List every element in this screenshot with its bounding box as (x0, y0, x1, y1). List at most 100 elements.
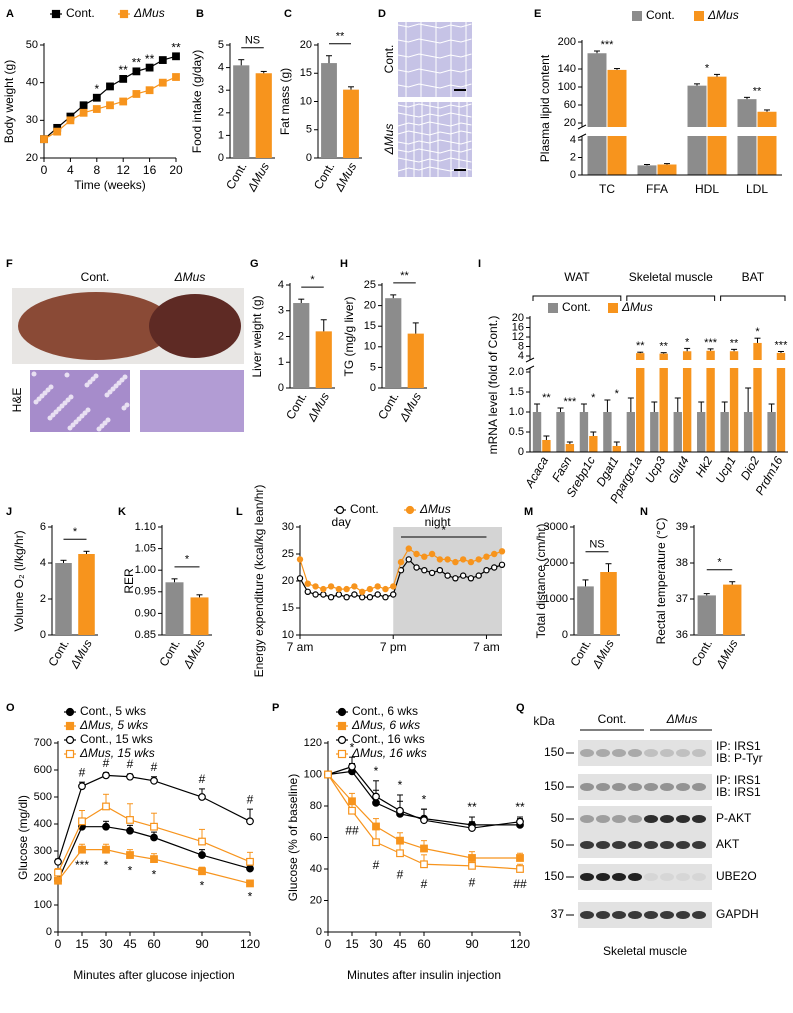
significance-label: *** (601, 39, 615, 51)
panel-letter: I (478, 258, 481, 270)
axis-break (576, 127, 784, 136)
blot-band (676, 873, 690, 881)
marker (382, 585, 389, 593)
legend-label: Cont., 15 wks (80, 732, 153, 746)
y-tick-label: 3 (218, 84, 224, 96)
blot-band (580, 873, 594, 881)
bar (315, 331, 332, 388)
significance-label: ** (636, 340, 645, 352)
bar (612, 446, 621, 452)
he-vacuole (121, 405, 127, 411)
y-axis-title: Rectal temperature (°C) (654, 518, 668, 645)
y-tick-label: 25 (282, 548, 294, 560)
marker (312, 583, 319, 590)
bar (673, 412, 682, 452)
marker (475, 556, 482, 563)
error-bar (320, 319, 327, 332)
bar (737, 99, 757, 175)
x-tick-label: 7 am (473, 640, 500, 654)
marker (92, 93, 101, 102)
y-tick-label: 10 (364, 341, 376, 353)
y-tick-label: 1 (218, 129, 224, 141)
blot-band (660, 783, 674, 791)
he-image (30, 370, 130, 432)
marker (459, 572, 467, 579)
x-tick-label: 7 pm (380, 640, 407, 654)
marker (102, 845, 110, 854)
x-tick-label: HDL (695, 182, 719, 196)
significance-label: * (185, 554, 190, 566)
x-tick-label: Acaca (522, 454, 551, 491)
blot-band (628, 815, 642, 823)
y-tick-label: 80 (310, 800, 322, 812)
y-tick-label: 39 (676, 521, 688, 533)
marker (498, 548, 506, 555)
legend-swatch (632, 11, 642, 21)
bar (650, 412, 659, 452)
bar (743, 412, 753, 452)
row-label: H&E (10, 388, 24, 413)
legend-label: Cont., 16 wks (352, 732, 425, 746)
marker (343, 594, 350, 601)
cell-border (397, 53, 472, 59)
significance-label: * (755, 326, 760, 338)
y-tick-label: 4 (278, 279, 284, 291)
blot-band (644, 841, 658, 849)
marker (358, 588, 366, 596)
y-tick-label: 200 (34, 872, 52, 884)
marker (351, 583, 358, 590)
significance-label: * (152, 868, 157, 882)
error-bar (745, 387, 752, 412)
x-tick-label: ΔMus (331, 160, 359, 194)
error-bar (613, 441, 620, 446)
y-tick-label: 2000 (544, 557, 568, 569)
legend-label: Cont., 5 wks (80, 704, 146, 718)
band-label: UBE2O (716, 869, 757, 883)
y-tick-label: 16 (512, 321, 524, 333)
marker (420, 860, 428, 869)
blot-band (612, 841, 626, 849)
panel-letter: D (378, 8, 386, 20)
panel-letter: K (118, 506, 126, 518)
error-bar (694, 83, 700, 86)
y-tick-label: 0.5 (509, 426, 524, 438)
bar (603, 412, 612, 452)
significance-label: ** (753, 85, 762, 97)
significance-label: * (422, 792, 427, 806)
y-axis-title: Volume O₂ (l/kg/hr) (12, 530, 26, 631)
marker (106, 101, 114, 110)
marker (65, 707, 75, 717)
marker (198, 837, 206, 846)
y-tick-label: 0 (46, 926, 52, 938)
error-bar (764, 109, 770, 112)
x-tick-label: 0 (325, 937, 332, 951)
x-tick-label: 120 (510, 937, 530, 951)
marker (459, 556, 467, 563)
group-bracket (626, 295, 716, 301)
marker (296, 556, 304, 563)
blot-band (692, 841, 706, 849)
y-tick-label: 15 (282, 602, 294, 614)
error-bar (557, 407, 564, 412)
significance-label: *** (563, 396, 577, 408)
band-label: P-AKT (716, 811, 752, 825)
y-tick-label: 5 (306, 124, 312, 136)
legend-swatch (608, 303, 618, 313)
significance-label: ** (467, 800, 477, 814)
group-bracket (532, 295, 622, 301)
error-bar (580, 403, 587, 412)
error-bar (698, 401, 705, 412)
y-tick-label: 38 (676, 557, 688, 569)
y-tick-label: 100 (304, 768, 322, 780)
band-label: IB: IRS1 (716, 785, 761, 799)
x-axis-title: Minutes after insulin injection (347, 968, 501, 982)
marker (327, 594, 335, 601)
significance-label: * (73, 526, 78, 538)
marker (327, 583, 335, 590)
significance-label: # (79, 765, 86, 779)
marker (396, 849, 404, 858)
x-tick-label: Hk2 (692, 454, 715, 480)
significance-label: * (705, 62, 710, 74)
x-tick-label: FFA (646, 182, 668, 196)
y-tick-label: 37 (676, 593, 688, 605)
